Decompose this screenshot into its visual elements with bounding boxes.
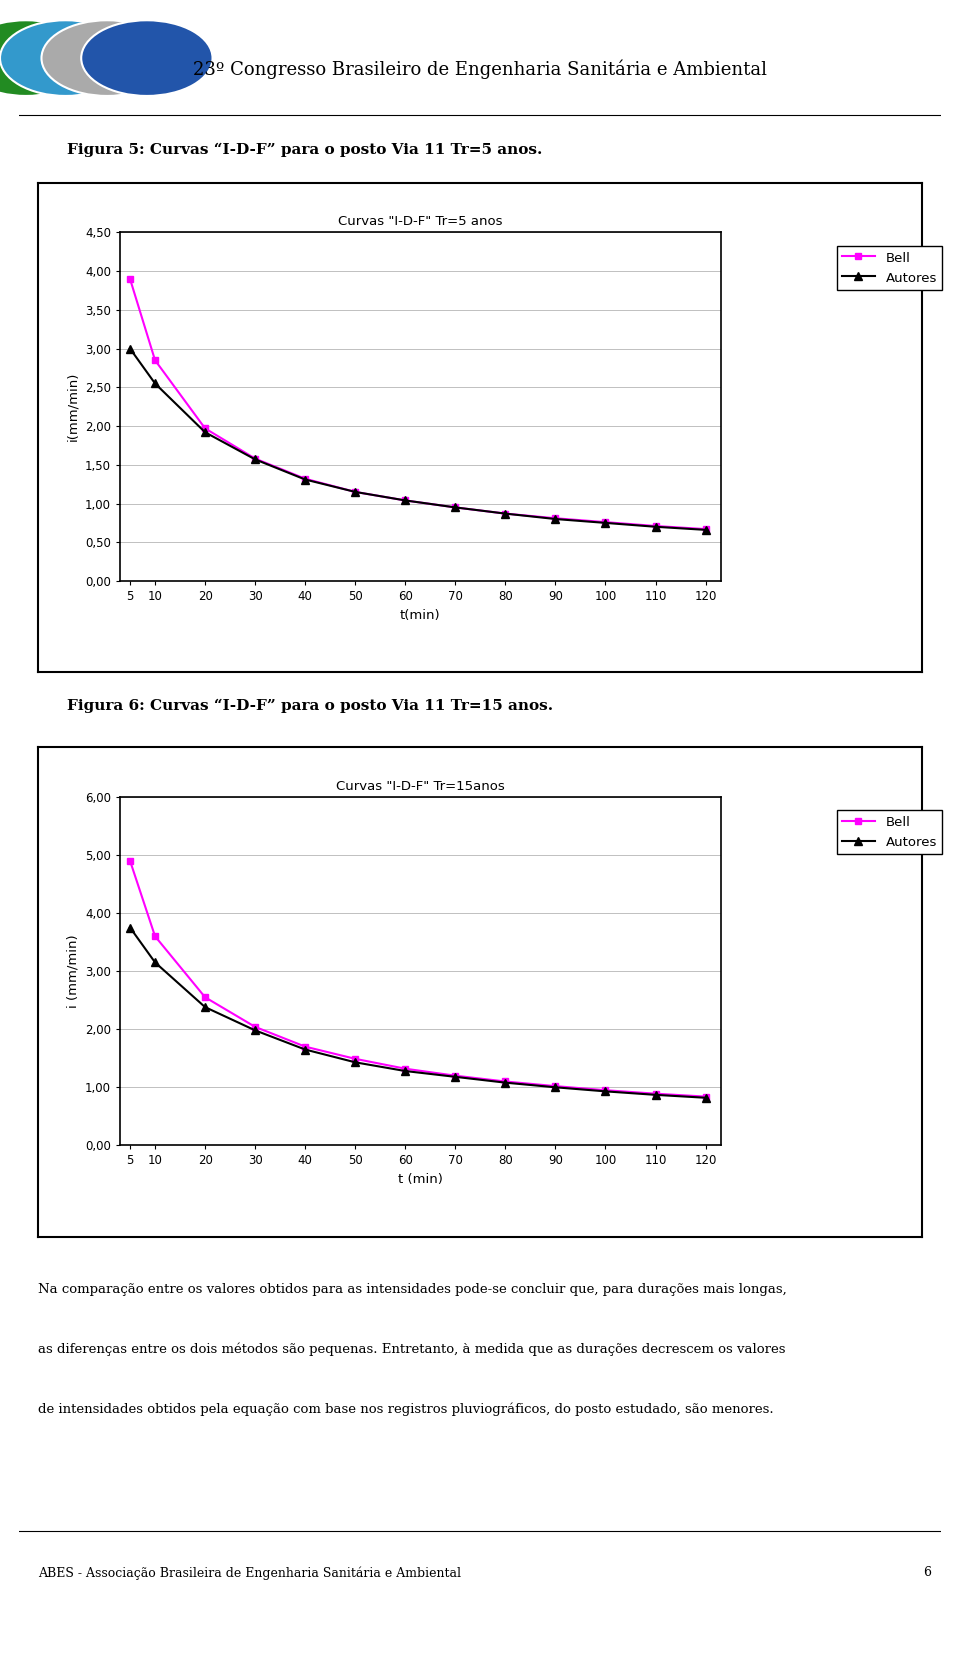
Bell: [124, 850, 135, 870]
Autores: [449, 498, 461, 518]
Bell: [700, 1087, 711, 1107]
Line: Autores: Autores: [126, 344, 709, 535]
Text: Figura 5: Curvas “I-D-F” para o posto Via 11 Tr=5 anos.: Figura 5: Curvas “I-D-F” para o posto Vi…: [67, 143, 542, 156]
Bell: [250, 448, 261, 468]
Bell: [399, 1059, 411, 1079]
Text: de intensidades obtidos pela equação com base nos registros pluviográficos, do p: de intensidades obtidos pela equação com…: [38, 1403, 774, 1416]
Text: Na comparação entre os valores obtidos para as intensidades pode-se concluir que: Na comparação entre os valores obtidos p…: [38, 1283, 787, 1296]
Autores: [349, 481, 361, 501]
Line: Autores: Autores: [126, 923, 709, 1102]
Title: Curvas "I-D-F" Tr=15anos: Curvas "I-D-F" Tr=15anos: [336, 780, 505, 793]
Bell: [499, 1072, 511, 1092]
Autores: [550, 510, 562, 530]
Bell: [149, 350, 160, 370]
Bell: [449, 1066, 461, 1086]
Bell: [399, 490, 411, 510]
Autores: [124, 339, 135, 359]
Autores: [300, 470, 311, 490]
Autores: [399, 1061, 411, 1081]
Text: ABES - Associação Brasileira de Engenharia Sanitária e Ambiental: ABES - Associação Brasileira de Engenhar…: [38, 1565, 462, 1580]
Bell: [700, 520, 711, 540]
Legend: Bell, Autores: Bell, Autores: [837, 246, 942, 290]
Autores: [149, 953, 160, 973]
Title: Curvas "I-D-F" Tr=5 anos: Curvas "I-D-F" Tr=5 anos: [338, 216, 502, 229]
Bell: [650, 516, 661, 536]
Text: 6: 6: [924, 1567, 931, 1579]
Bell: [650, 1084, 661, 1104]
Bell: [550, 1076, 562, 1096]
Bell: [300, 1036, 311, 1056]
Bell: [449, 498, 461, 518]
X-axis label: t(min): t(min): [400, 609, 441, 621]
Line: Bell: Bell: [127, 276, 709, 533]
X-axis label: t (min): t (min): [397, 1174, 443, 1185]
Bell: [200, 418, 211, 438]
Circle shape: [82, 20, 212, 96]
Circle shape: [41, 20, 173, 96]
Line: Bell: Bell: [127, 857, 709, 1101]
Bell: [550, 508, 562, 528]
Text: 23º Congresso Brasileiro de Engenharia Sanitária e Ambiental: 23º Congresso Brasileiro de Engenharia S…: [193, 60, 767, 80]
Autores: [499, 1072, 511, 1092]
Text: as diferenças entre os dois métodos são pequenas. Entretanto, à medida que as du: as diferenças entre os dois métodos são …: [38, 1343, 786, 1356]
Bell: [600, 1081, 612, 1101]
Autores: [600, 513, 612, 533]
Autores: [600, 1081, 612, 1101]
Bell: [300, 468, 311, 488]
Y-axis label: i (mm/min): i (mm/min): [66, 935, 80, 1008]
Bell: [250, 1018, 261, 1038]
Autores: [250, 1021, 261, 1041]
Bell: [600, 513, 612, 533]
Bell: [149, 926, 160, 946]
Autores: [300, 1039, 311, 1059]
Autores: [700, 1087, 711, 1107]
Autores: [499, 503, 511, 523]
Autores: [149, 374, 160, 393]
Circle shape: [0, 20, 132, 96]
Bell: [349, 481, 361, 501]
Bell: [200, 988, 211, 1008]
Y-axis label: i(mm/min): i(mm/min): [66, 372, 80, 442]
Autores: [550, 1077, 562, 1097]
Bell: [124, 269, 135, 289]
Bell: [349, 1049, 361, 1069]
Legend: Bell, Autores: Bell, Autores: [837, 810, 942, 855]
Autores: [250, 450, 261, 470]
Autores: [650, 1086, 661, 1106]
Autores: [200, 998, 211, 1018]
Autores: [349, 1052, 361, 1072]
Autores: [200, 422, 211, 442]
Circle shape: [0, 20, 91, 96]
Autores: [650, 516, 661, 536]
Bell: [499, 503, 511, 523]
Autores: [700, 520, 711, 540]
Autores: [124, 918, 135, 938]
Text: Figura 6: Curvas “I-D-F” para o posto Via 11 Tr=15 anos.: Figura 6: Curvas “I-D-F” para o posto Vi…: [67, 699, 553, 712]
Autores: [399, 490, 411, 510]
Autores: [449, 1067, 461, 1087]
